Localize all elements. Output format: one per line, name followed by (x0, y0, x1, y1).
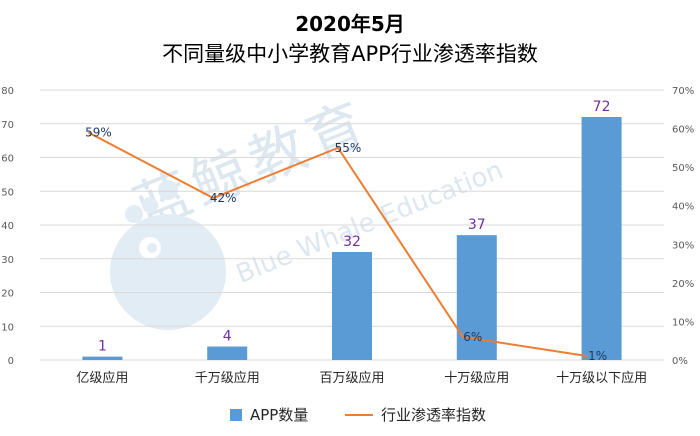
whale-logo-icon (110, 180, 226, 330)
bar (332, 252, 372, 360)
bar-data-label: 1 (98, 339, 107, 355)
left-tick-label: 0 (8, 356, 14, 367)
line-path (87, 131, 588, 358)
left-tick-label: 30 (1, 255, 14, 266)
chart-title: 2020年5月 (295, 12, 405, 36)
left-tick-label: 20 (1, 289, 14, 300)
left-tick-label: 10 (1, 322, 14, 333)
right-tick-label: 10% (672, 317, 694, 328)
chart-subtitle: 不同量级中小学教育APP行业渗透率指数 (162, 42, 538, 66)
right-tick-label: 70% (672, 86, 694, 97)
left-tick-label: 70 (1, 120, 14, 131)
left-tick-label: 80 (1, 86, 14, 97)
category-label: 亿级应用 (76, 370, 128, 386)
category-label: 十万级以下应用 (556, 370, 647, 386)
bar (581, 117, 622, 360)
right-tick-label: 40% (672, 202, 694, 213)
left-axis-ticks: 0 10 20 30 40 50 60 70 80 (1, 86, 14, 367)
right-axis-ticks: 0% 10% 20% 30% 40% 50% 60% 70% (672, 86, 694, 367)
right-tick-label: 60% (672, 125, 694, 136)
bar-data-label: 32 (343, 234, 361, 250)
category-label: 百万级应用 (319, 370, 384, 386)
right-tick-label: 30% (672, 240, 694, 251)
left-tick-label: 60 (1, 154, 14, 165)
legend-item-bar: APP数量 (230, 404, 308, 425)
line-data-label: 55% (335, 141, 362, 155)
bar (207, 346, 248, 360)
left-tick-label: 40 (1, 221, 14, 232)
category-label: 十万级应用 (444, 370, 509, 386)
bar-data-label: 4 (223, 329, 232, 345)
right-tick-label: 0% (672, 356, 688, 367)
bar-data-label: 37 (468, 217, 486, 233)
legend-item-line: 行业渗透率指数 (345, 404, 486, 425)
legend-line-swatch (345, 413, 373, 416)
bar (82, 356, 123, 360)
line-data-label: 42% (210, 191, 237, 205)
category-label: 千万级应用 (195, 370, 260, 386)
left-tick-label: 50 (1, 187, 14, 198)
legend-bar-swatch (230, 408, 242, 421)
legend-bar-label: APP数量 (250, 406, 309, 424)
bar-series: 1 4 32 37 72 (82, 99, 622, 360)
right-tick-label: 50% (672, 163, 694, 174)
line-data-label: 59% (85, 125, 112, 139)
line-series: 59% 42% 55% 6% 1% (85, 125, 607, 363)
legend-line-label: 行业渗透率指数 (381, 406, 487, 424)
line-data-label: 6% (463, 330, 482, 344)
right-tick-label: 20% (672, 279, 694, 290)
bar-data-label: 72 (593, 99, 611, 115)
line-data-label: 1% (588, 349, 607, 363)
category-labels: 亿级应用 千万级应用 百万级应用 十万级应用 十万级以下应用 (76, 370, 647, 386)
